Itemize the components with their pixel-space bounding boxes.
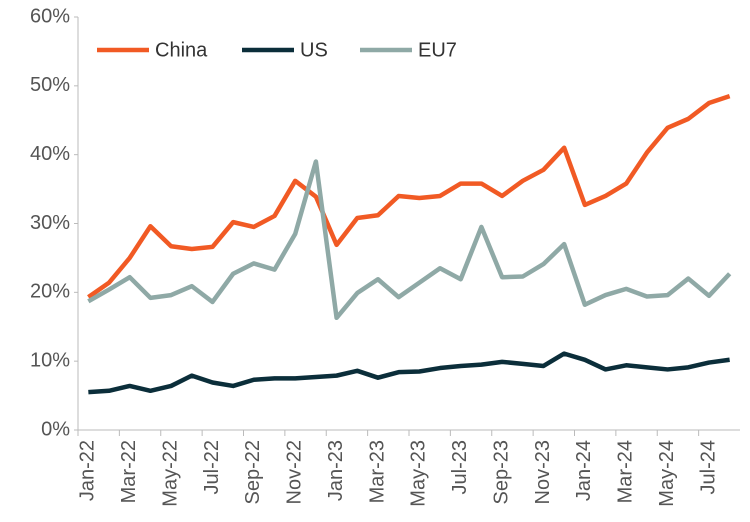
legend-label: China [155, 39, 208, 61]
legend-label: US [300, 39, 328, 61]
y-tick-label: 60% [30, 5, 70, 27]
x-tick-label: Jan-24 [573, 440, 595, 501]
x-tick-label: Jan-22 [77, 440, 99, 501]
x-tick-label: Mar-23 [366, 440, 388, 503]
y-tick-label: 50% [30, 74, 70, 96]
x-tick-label: Sep-22 [242, 440, 264, 505]
series-line [87, 94, 731, 299]
x-tick-label: Nov-22 [284, 440, 306, 504]
x-tick-label: Mar-22 [118, 440, 140, 503]
x-tick-label: Jul-23 [449, 440, 471, 494]
y-tick-label: 40% [30, 143, 70, 165]
x-tick-label: Sep-23 [490, 440, 512, 505]
y-tick-label: 30% [30, 212, 70, 234]
y-tick-label: 20% [30, 281, 70, 303]
series-line [87, 159, 732, 321]
y-tick-label: 0% [41, 418, 70, 440]
series-line [88, 351, 730, 395]
x-tick-label: Mar-24 [615, 440, 637, 503]
y-tick-label: 10% [30, 349, 70, 371]
legend-label: EU7 [418, 39, 457, 61]
x-tick-label: May-23 [408, 440, 430, 507]
x-tick-label: Jan-23 [325, 440, 347, 501]
x-tick-label: May-24 [656, 440, 678, 507]
x-tick-label: Nov-23 [532, 440, 554, 504]
x-tick-label: Jul-24 [697, 440, 719, 494]
x-tick-label: Jul-22 [201, 440, 223, 494]
x-tick-label: May-22 [159, 440, 181, 507]
